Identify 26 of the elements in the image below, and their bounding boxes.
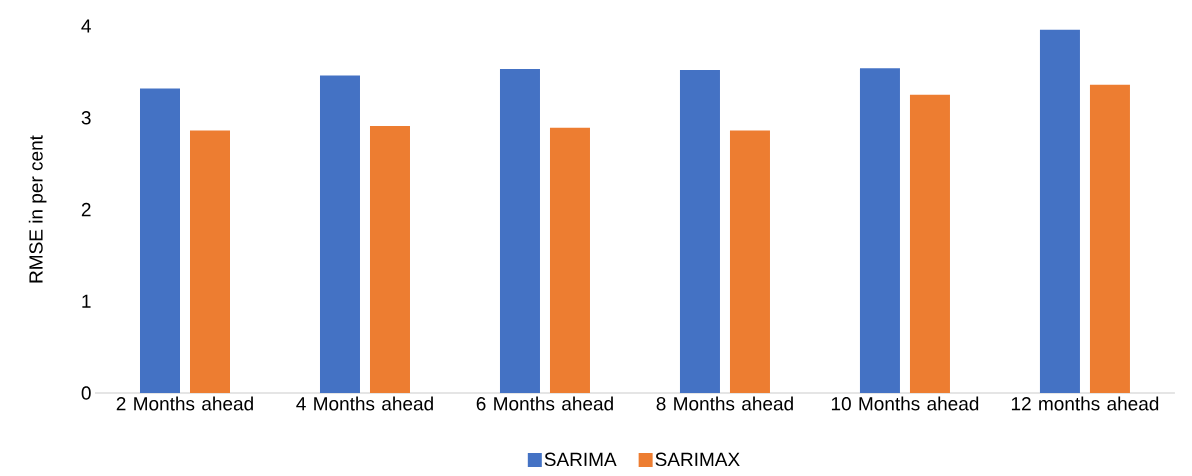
x-tick-label: 10 Months ahead: [831, 396, 979, 411]
bar: [499, 69, 540, 393]
y-tick-label: 2: [81, 202, 91, 217]
y-tick-label: 4: [81, 19, 91, 33]
bar: [909, 94, 950, 393]
legend-label: SARIMAX: [655, 452, 740, 467]
x-tick-label: 6 Months ahead: [476, 396, 613, 411]
y-tick-label: 3: [81, 111, 91, 125]
bar: [859, 68, 900, 393]
bar: [729, 130, 770, 393]
y-tick-label: 0: [81, 386, 91, 400]
bar: [140, 88, 180, 393]
y-tick-label: 1: [82, 294, 91, 308]
bar: [1089, 84, 1130, 393]
bar: [319, 75, 360, 393]
x-tick-label: 4 Months ahead: [296, 396, 433, 411]
y-axis-title: RMSE in per cent: [28, 135, 47, 283]
x-tick-label: 8 Months ahead: [656, 396, 793, 411]
bar: [549, 127, 590, 393]
bar: [190, 130, 230, 393]
bar: [1039, 29, 1080, 393]
bar: [679, 70, 720, 393]
x-tick-label: 12 months ahead: [1011, 396, 1159, 411]
x-tick-label: 2 Months ahead: [116, 396, 253, 411]
bar: [369, 126, 410, 393]
legend-label: SARIMA: [544, 452, 617, 467]
